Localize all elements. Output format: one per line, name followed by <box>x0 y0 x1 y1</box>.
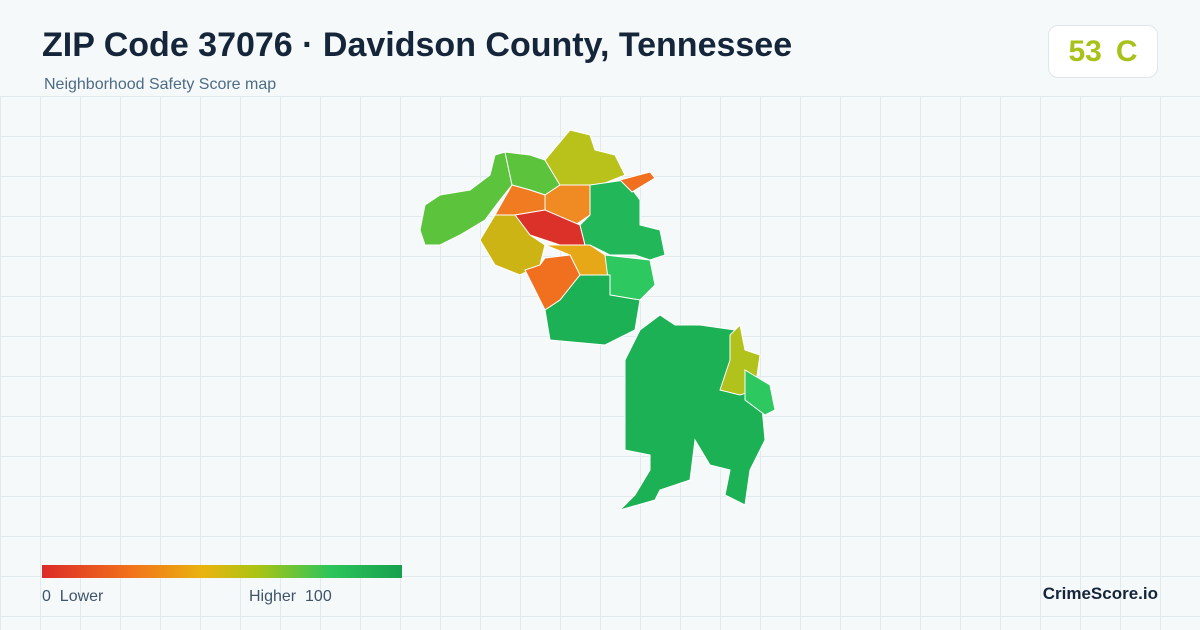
area <box>744 369 776 416</box>
score-badge: 53 C <box>1048 25 1158 78</box>
score-value: 53 <box>1068 34 1102 68</box>
legend-max: Higher 100 <box>249 588 332 606</box>
area <box>604 254 656 301</box>
legend-max-label: Higher <box>249 588 297 605</box>
brand: CrimeScore.io <box>1042 584 1158 603</box>
title: ZIP Code 37076 · Davidson County, Tennes… <box>42 26 793 64</box>
area <box>619 171 656 193</box>
legend-min-value: 0 <box>42 588 51 605</box>
legend-gradient <box>42 565 402 578</box>
area <box>419 151 513 246</box>
legend-min: 0 Lower <box>42 588 103 606</box>
area <box>544 129 626 186</box>
score-grade: C <box>1115 34 1138 68</box>
area <box>579 179 666 261</box>
area <box>544 274 641 346</box>
legend-min-label: Lower <box>59 588 104 605</box>
subtitle: Neighborhood Safety Score map <box>44 76 277 93</box>
legend-max-value: 100 <box>305 588 332 605</box>
